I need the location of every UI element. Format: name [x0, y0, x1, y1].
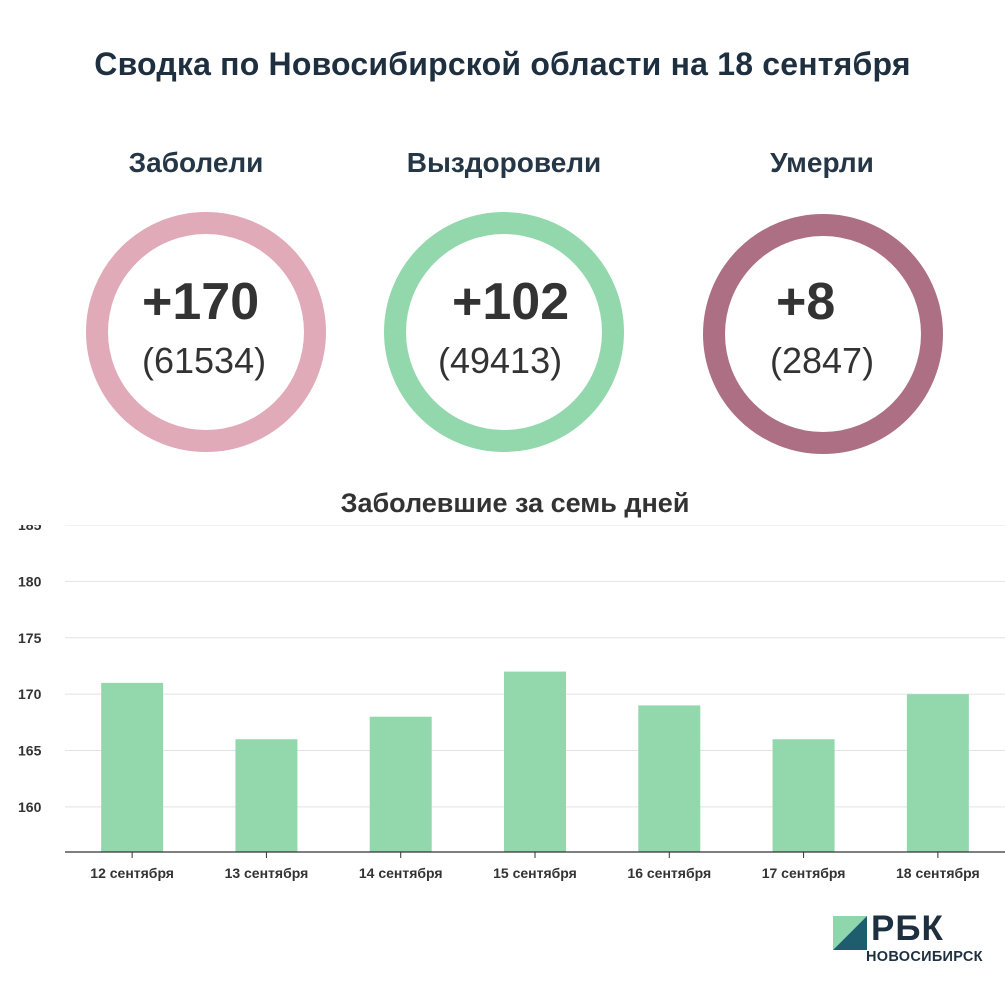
x-tick-label: 13 сентября	[225, 865, 309, 881]
stat-recovered-delta: +102	[452, 273, 570, 331]
x-tick-label: 16 сентября	[627, 865, 711, 881]
stat-infected-total: (61534)	[142, 340, 267, 381]
y-tick-label: 185	[18, 525, 42, 533]
x-tick-label: 17 сентября	[762, 865, 846, 881]
bar	[906, 694, 969, 852]
y-tick-label: 170	[18, 686, 42, 702]
y-tick-label: 160	[18, 799, 42, 815]
stat-deaths-ring	[703, 214, 943, 454]
stat-infected-label: Заболели	[128, 147, 264, 178]
bar-chart: 160 165 170 175 180 185 12 сентября 13 сентября…	[18, 525, 1005, 881]
stat-infected-delta: +170	[142, 273, 260, 331]
stat-deaths: Умерли +8 (2847)	[692, 0, 952, 470]
chart-title: Заболевшие за семь дней	[340, 488, 690, 518]
x-tick-label: 14 сентября	[359, 865, 443, 881]
rbc-logo: РБК НОВОСИБИРСК	[833, 909, 998, 973]
x-tick-label: 18 сентября	[896, 865, 980, 881]
stat-infected-ring	[86, 212, 326, 452]
y-tick-label: 165	[18, 743, 42, 759]
page-title: Сводка по Новосибирской области на 18 се…	[94, 46, 911, 82]
stat-recovered-total: (49413)	[438, 340, 563, 381]
x-tick-label: 15 сентября	[493, 865, 577, 881]
stat-recovered-ring	[384, 212, 624, 452]
rbc-logo-mark	[833, 916, 867, 950]
bar	[504, 671, 566, 852]
bar	[772, 739, 835, 852]
rbc-logo-text: РБК	[871, 909, 944, 948]
stat-recovered: Выздоровели +102 (49413)	[374, 0, 634, 470]
y-tick-label: 175	[18, 630, 42, 646]
stat-deaths-total: (2847)	[770, 340, 875, 381]
x-tick-label: 12 сентября	[90, 865, 174, 881]
stat-deaths-delta: +8	[776, 273, 836, 331]
stat-deaths-label: Умерли	[770, 147, 874, 178]
bar	[369, 716, 432, 852]
y-tick-label: 180	[18, 573, 42, 589]
bar	[235, 739, 298, 852]
rbc-logo-subtitle: НОВОСИБИРСК	[866, 949, 983, 965]
bar	[101, 682, 164, 852]
bar	[638, 705, 701, 852]
stat-recovered-label: Выздоровели	[406, 147, 602, 178]
stat-infected: Заболели +170 (61534)	[76, 0, 336, 470]
